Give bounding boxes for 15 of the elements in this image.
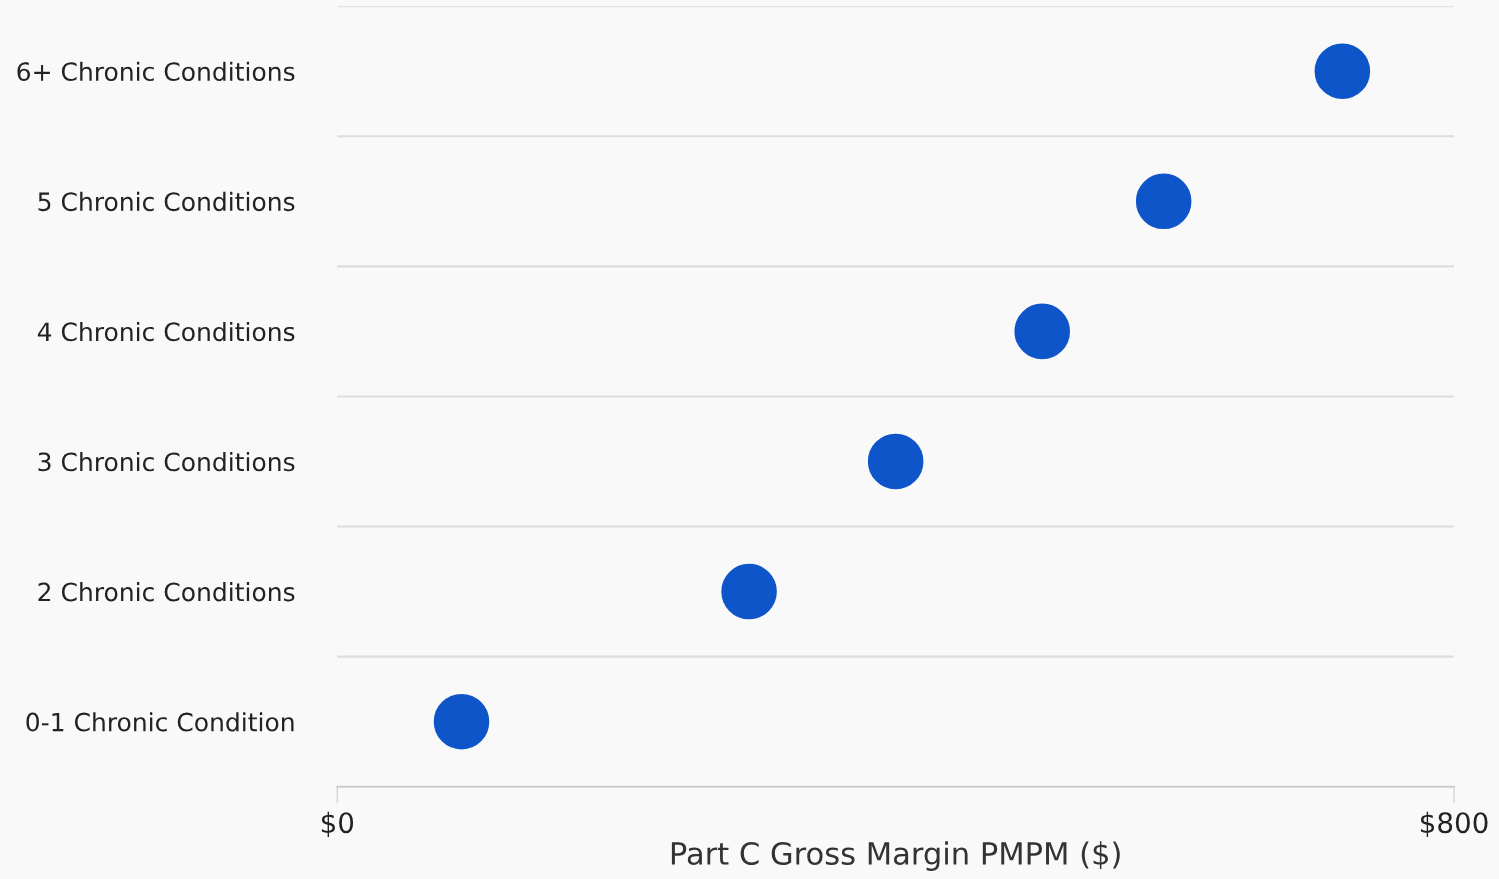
y-tick-label: 4 Chronic Conditions	[37, 321, 295, 342]
x-tick-label: $0	[321, 811, 354, 837]
point	[433, 693, 490, 750]
point	[1314, 43, 1371, 99]
point	[1135, 173, 1192, 230]
point	[1014, 303, 1071, 360]
y-tick-label: 2 Chronic Conditions	[38, 582, 295, 602]
y-tick-label: 3 Chronic Conditions	[38, 451, 295, 472]
x-axis-title: Part C Gross Margin PMPM ($)	[671, 841, 1120, 871]
x-tick-label: $800	[1420, 811, 1488, 837]
point	[721, 563, 777, 620]
point	[867, 433, 924, 490]
y-tick-label: 5 Chronic Conditions	[38, 191, 295, 212]
y-tick-label: 6+ Chronic Conditions	[17, 61, 295, 82]
y-tick-label: 0-1 Chronic Condition	[26, 712, 294, 732]
